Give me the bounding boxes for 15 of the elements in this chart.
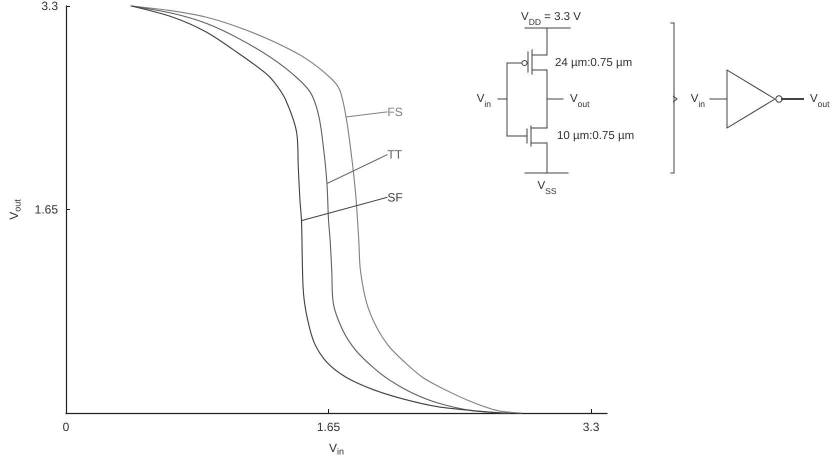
text: TT: [387, 148, 403, 162]
annotation: 24 µm:0.75 µm: [555, 57, 632, 69]
annotation: V$_{out}$: [570, 93, 590, 109]
annotation: 10 µm:0.75 µm: [557, 130, 634, 142]
text: V$_{out}$: [810, 93, 830, 109]
annotation: V$_{DD}$ = 3.3 V: [521, 11, 582, 27]
x-tick-label: 3.3: [582, 420, 600, 434]
annotation: V$_{SS}$: [537, 180, 557, 196]
annotation: V$_{in}$: [476, 93, 492, 109]
text: V$_{in}$: [690, 93, 706, 109]
text: SF: [387, 190, 403, 204]
y-axis-title: Vout: [7, 198, 22, 220]
x-tick-label: 0: [62, 420, 70, 434]
legend-label: FS: [387, 104, 403, 119]
x-tick-label: 1.65: [316, 420, 341, 434]
